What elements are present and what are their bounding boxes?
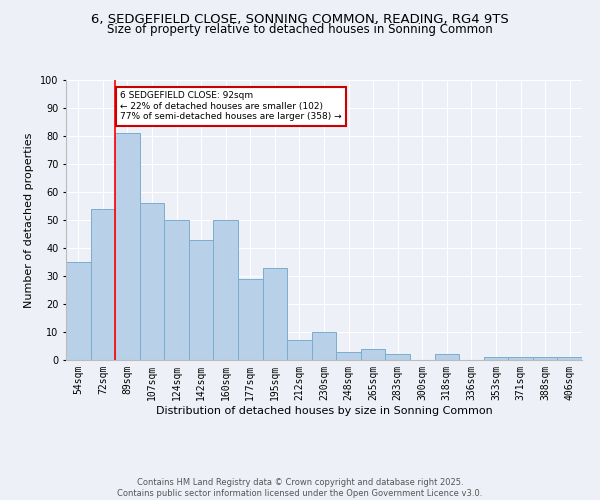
Bar <box>164 220 189 360</box>
Bar <box>484 357 508 360</box>
X-axis label: Distribution of detached houses by size in Sonning Common: Distribution of detached houses by size … <box>155 406 493 415</box>
Bar <box>533 357 557 360</box>
Y-axis label: Number of detached properties: Number of detached properties <box>25 132 34 308</box>
Bar <box>189 240 214 360</box>
Text: 6 SEDGEFIELD CLOSE: 92sqm
← 22% of detached houses are smaller (102)
77% of semi: 6 SEDGEFIELD CLOSE: 92sqm ← 22% of detac… <box>120 91 341 121</box>
Bar <box>385 354 410 360</box>
Bar <box>361 349 385 360</box>
Bar <box>287 340 312 360</box>
Bar <box>66 262 91 360</box>
Bar <box>336 352 361 360</box>
Bar <box>91 209 115 360</box>
Bar <box>140 203 164 360</box>
Bar <box>263 268 287 360</box>
Bar <box>557 357 582 360</box>
Bar <box>508 357 533 360</box>
Bar <box>434 354 459 360</box>
Bar <box>238 279 263 360</box>
Text: 6, SEDGEFIELD CLOSE, SONNING COMMON, READING, RG4 9TS: 6, SEDGEFIELD CLOSE, SONNING COMMON, REA… <box>91 12 509 26</box>
Bar <box>214 220 238 360</box>
Text: Contains HM Land Registry data © Crown copyright and database right 2025.
Contai: Contains HM Land Registry data © Crown c… <box>118 478 482 498</box>
Bar <box>312 332 336 360</box>
Bar <box>115 133 140 360</box>
Text: Size of property relative to detached houses in Sonning Common: Size of property relative to detached ho… <box>107 22 493 36</box>
